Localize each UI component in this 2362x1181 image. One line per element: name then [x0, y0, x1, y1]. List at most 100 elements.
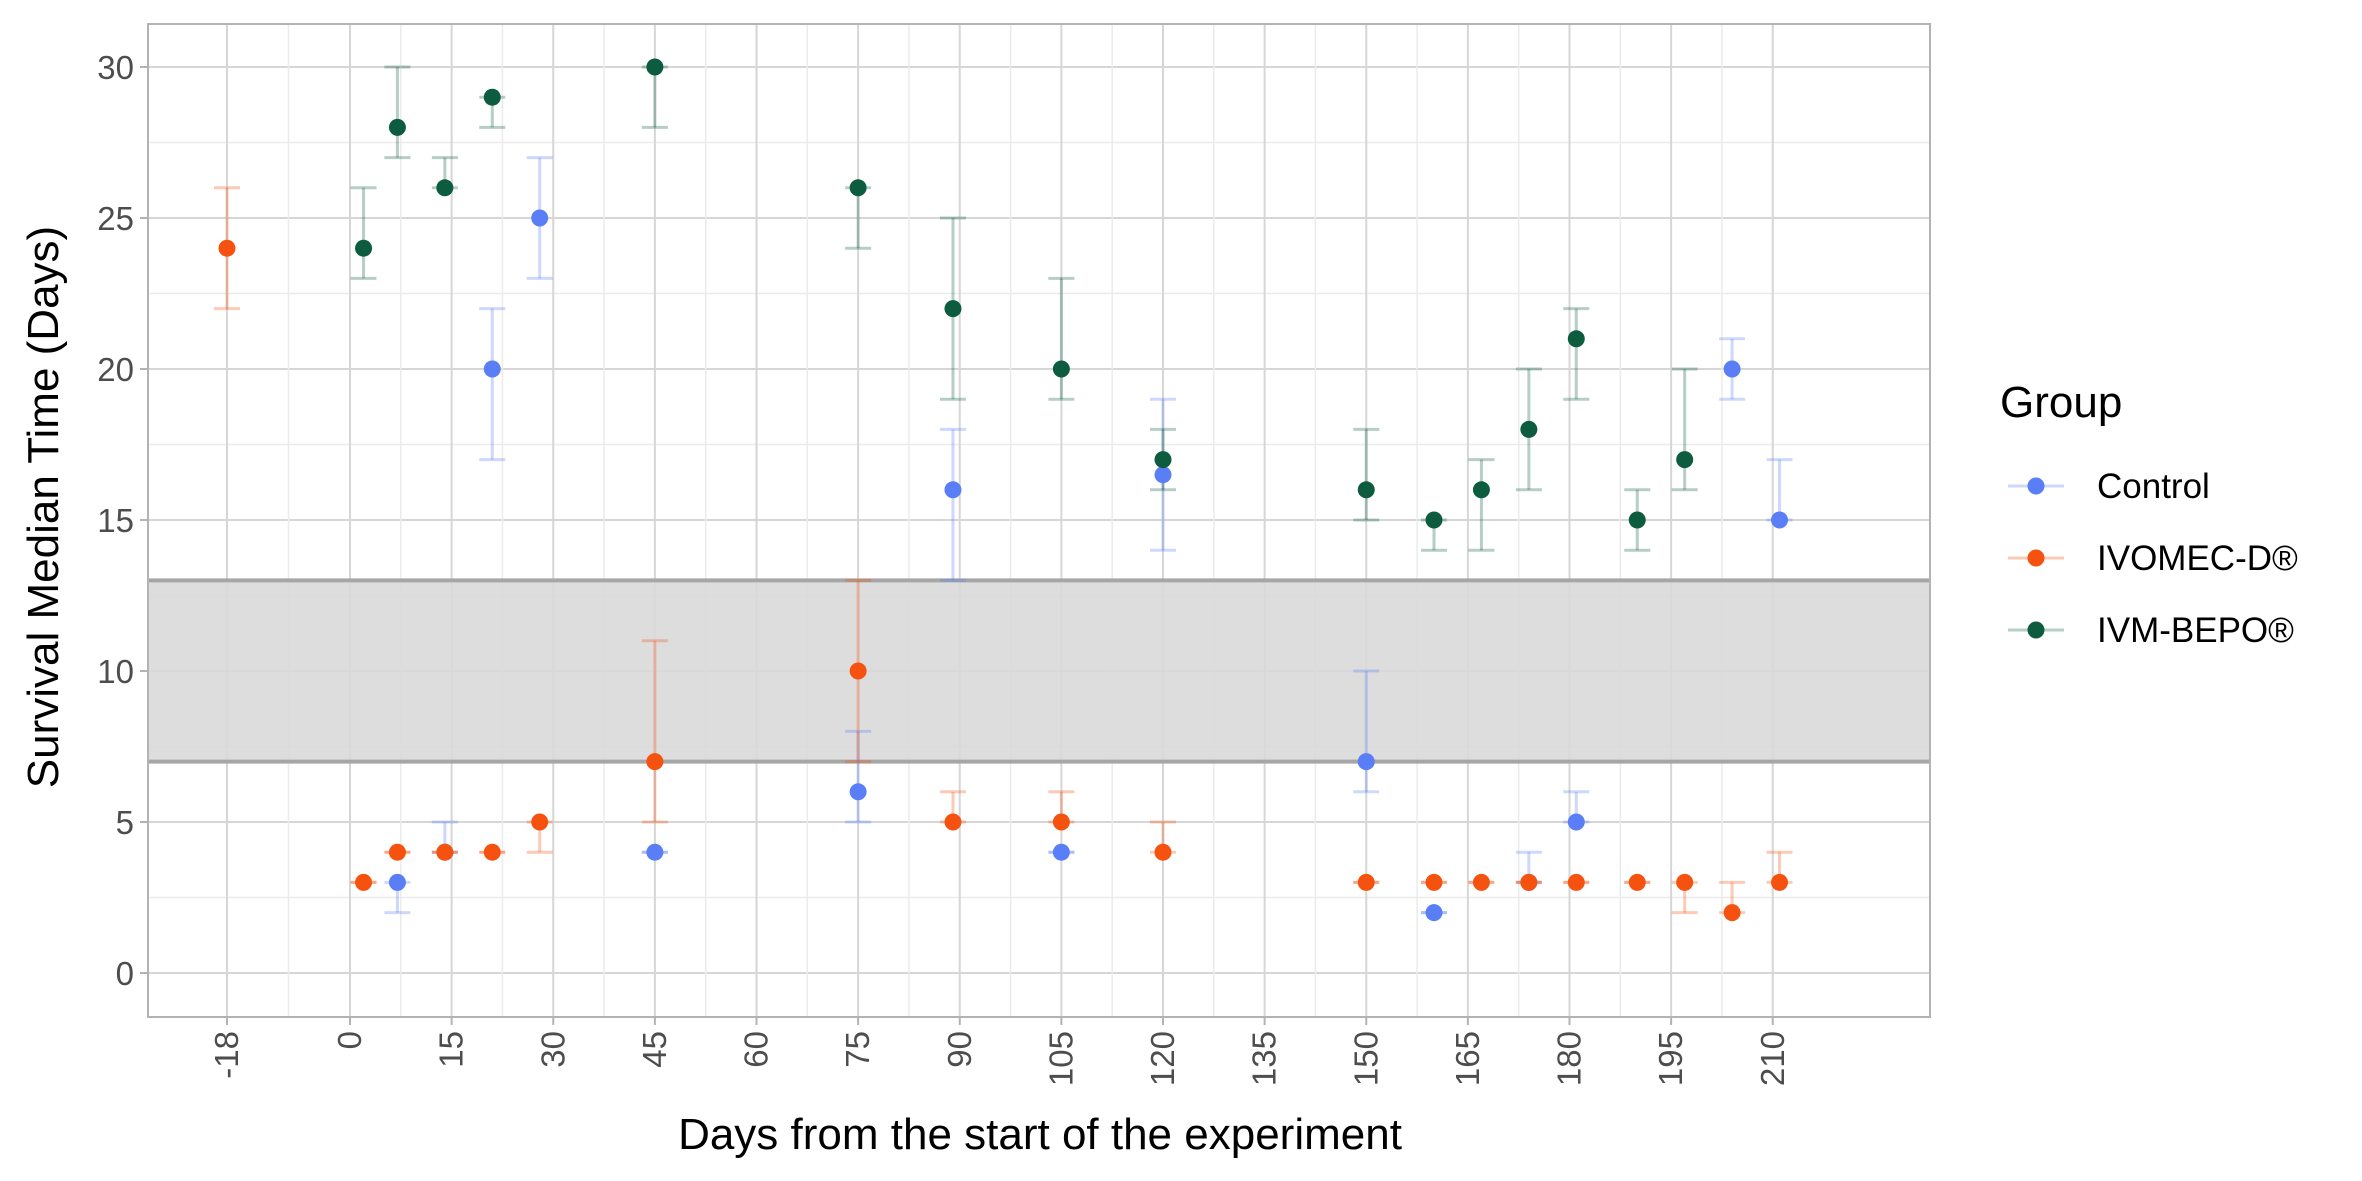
x-tick-label: 60	[738, 1031, 775, 1068]
data-point	[1567, 873, 1585, 891]
data-point	[388, 873, 406, 891]
x-tick-label: 30	[534, 1031, 571, 1068]
errorbar	[1563, 307, 1590, 401]
legend-key-point	[2027, 477, 2045, 495]
grid-layer	[148, 24, 1930, 1017]
data-point	[1567, 330, 1585, 348]
data-point	[849, 662, 867, 680]
data-point	[1723, 904, 1741, 922]
legend: Group Control IVOMEC-D® IVM-BEPO®	[2000, 378, 2298, 650]
y-tick-label: 10	[97, 653, 134, 690]
data-point	[1154, 466, 1172, 484]
x-tick-label: 90	[941, 1031, 978, 1068]
legend-item: Control	[2008, 467, 2210, 506]
x-tick-label: 150	[1347, 1031, 1384, 1086]
errorbar	[350, 186, 377, 280]
y-tick-label: 20	[97, 351, 134, 388]
legend-title: Group	[2000, 378, 2122, 427]
x-tick-label: 195	[1652, 1031, 1689, 1086]
data-point	[1520, 420, 1538, 438]
x-tick-label: -18	[208, 1031, 245, 1079]
y-axis-title: Survival Median Time (Days)	[19, 226, 68, 788]
data-point	[1628, 873, 1646, 891]
reference-band	[148, 580, 1930, 762]
data-point	[1472, 873, 1490, 891]
legend-item: IVM-BEPO®	[2008, 611, 2294, 650]
data-point	[1676, 873, 1694, 891]
data-point	[1771, 873, 1789, 891]
data-point	[1052, 813, 1070, 831]
legend-label: Control	[2097, 467, 2210, 506]
data-point	[1567, 813, 1585, 831]
legend-key-point	[2027, 621, 2045, 639]
y-tick-label: 5	[116, 804, 134, 841]
x-tick-labels: -18 0 15 30 45 60 75 90 105 120 135 150 165 180 195 210	[208, 1017, 1791, 1086]
x-tick-label: 105	[1042, 1031, 1079, 1086]
data-point	[944, 481, 962, 499]
data-point	[1723, 360, 1741, 378]
data-point	[531, 209, 549, 227]
y-tick-label: 30	[97, 49, 134, 86]
legend-key-point	[2027, 549, 2045, 567]
data-point	[1357, 753, 1375, 771]
errorbar	[384, 65, 411, 160]
x-tick-label: 135	[1246, 1031, 1283, 1086]
x-tick-label: 120	[1144, 1031, 1181, 1086]
errorbar	[939, 427, 966, 582]
data-point	[436, 843, 454, 861]
data-point	[388, 118, 406, 136]
data-point	[1520, 873, 1538, 891]
data-point	[944, 813, 962, 831]
errorbar	[1468, 458, 1495, 552]
data-point	[646, 58, 664, 76]
errorbar	[1671, 367, 1698, 492]
data-point	[1052, 843, 1070, 861]
data-point	[1425, 511, 1443, 529]
data-point	[1628, 511, 1646, 529]
x-tick-label: 0	[331, 1031, 368, 1049]
data-point	[1425, 904, 1443, 922]
data-point	[388, 843, 406, 861]
data-point	[483, 843, 501, 861]
data-point	[218, 239, 236, 257]
y-tick-label: 0	[116, 955, 134, 992]
x-tick-label: 45	[636, 1031, 673, 1068]
data-point	[355, 239, 373, 257]
x-axis-title: Days from the start of the experiment	[678, 1110, 1402, 1159]
data-point	[849, 179, 867, 197]
data-point	[1357, 481, 1375, 499]
data-point	[1771, 511, 1789, 529]
x-tick-label: 210	[1754, 1031, 1791, 1086]
errorbar	[1353, 427, 1380, 522]
data-point	[944, 300, 962, 318]
data-point	[1472, 481, 1490, 499]
data-point	[355, 873, 373, 891]
reference-band-layer	[148, 578, 1930, 764]
errorbar	[641, 639, 668, 824]
data-point	[1052, 360, 1070, 378]
x-tick-label: 15	[433, 1031, 470, 1068]
data-point	[646, 753, 664, 771]
y-tick-labels: 0 5 10 15 20 25 30	[97, 49, 148, 992]
x-tick-label: 180	[1551, 1031, 1588, 1086]
errorbar	[479, 307, 506, 462]
x-tick-label: 75	[839, 1031, 876, 1068]
y-tick-label: 15	[97, 502, 134, 539]
x-tick-label: 165	[1449, 1031, 1486, 1086]
data-point	[483, 360, 501, 378]
errorbar	[1353, 669, 1380, 794]
data-point	[483, 88, 501, 106]
data-point	[1154, 843, 1172, 861]
legend-item: IVOMEC-D®	[2008, 539, 2298, 578]
legend-label: IVOMEC-D®	[2097, 539, 2298, 578]
legend-items: Control IVOMEC-D® IVM-BEPO®	[2008, 467, 2298, 650]
legend-label: IVM-BEPO®	[2097, 611, 2294, 650]
data-point	[436, 179, 454, 197]
data-point	[1154, 451, 1172, 469]
data-point	[1425, 873, 1443, 891]
data-point	[849, 783, 867, 801]
y-tick-label: 25	[97, 200, 134, 237]
data-point	[1357, 873, 1375, 891]
data-point	[1676, 451, 1694, 469]
